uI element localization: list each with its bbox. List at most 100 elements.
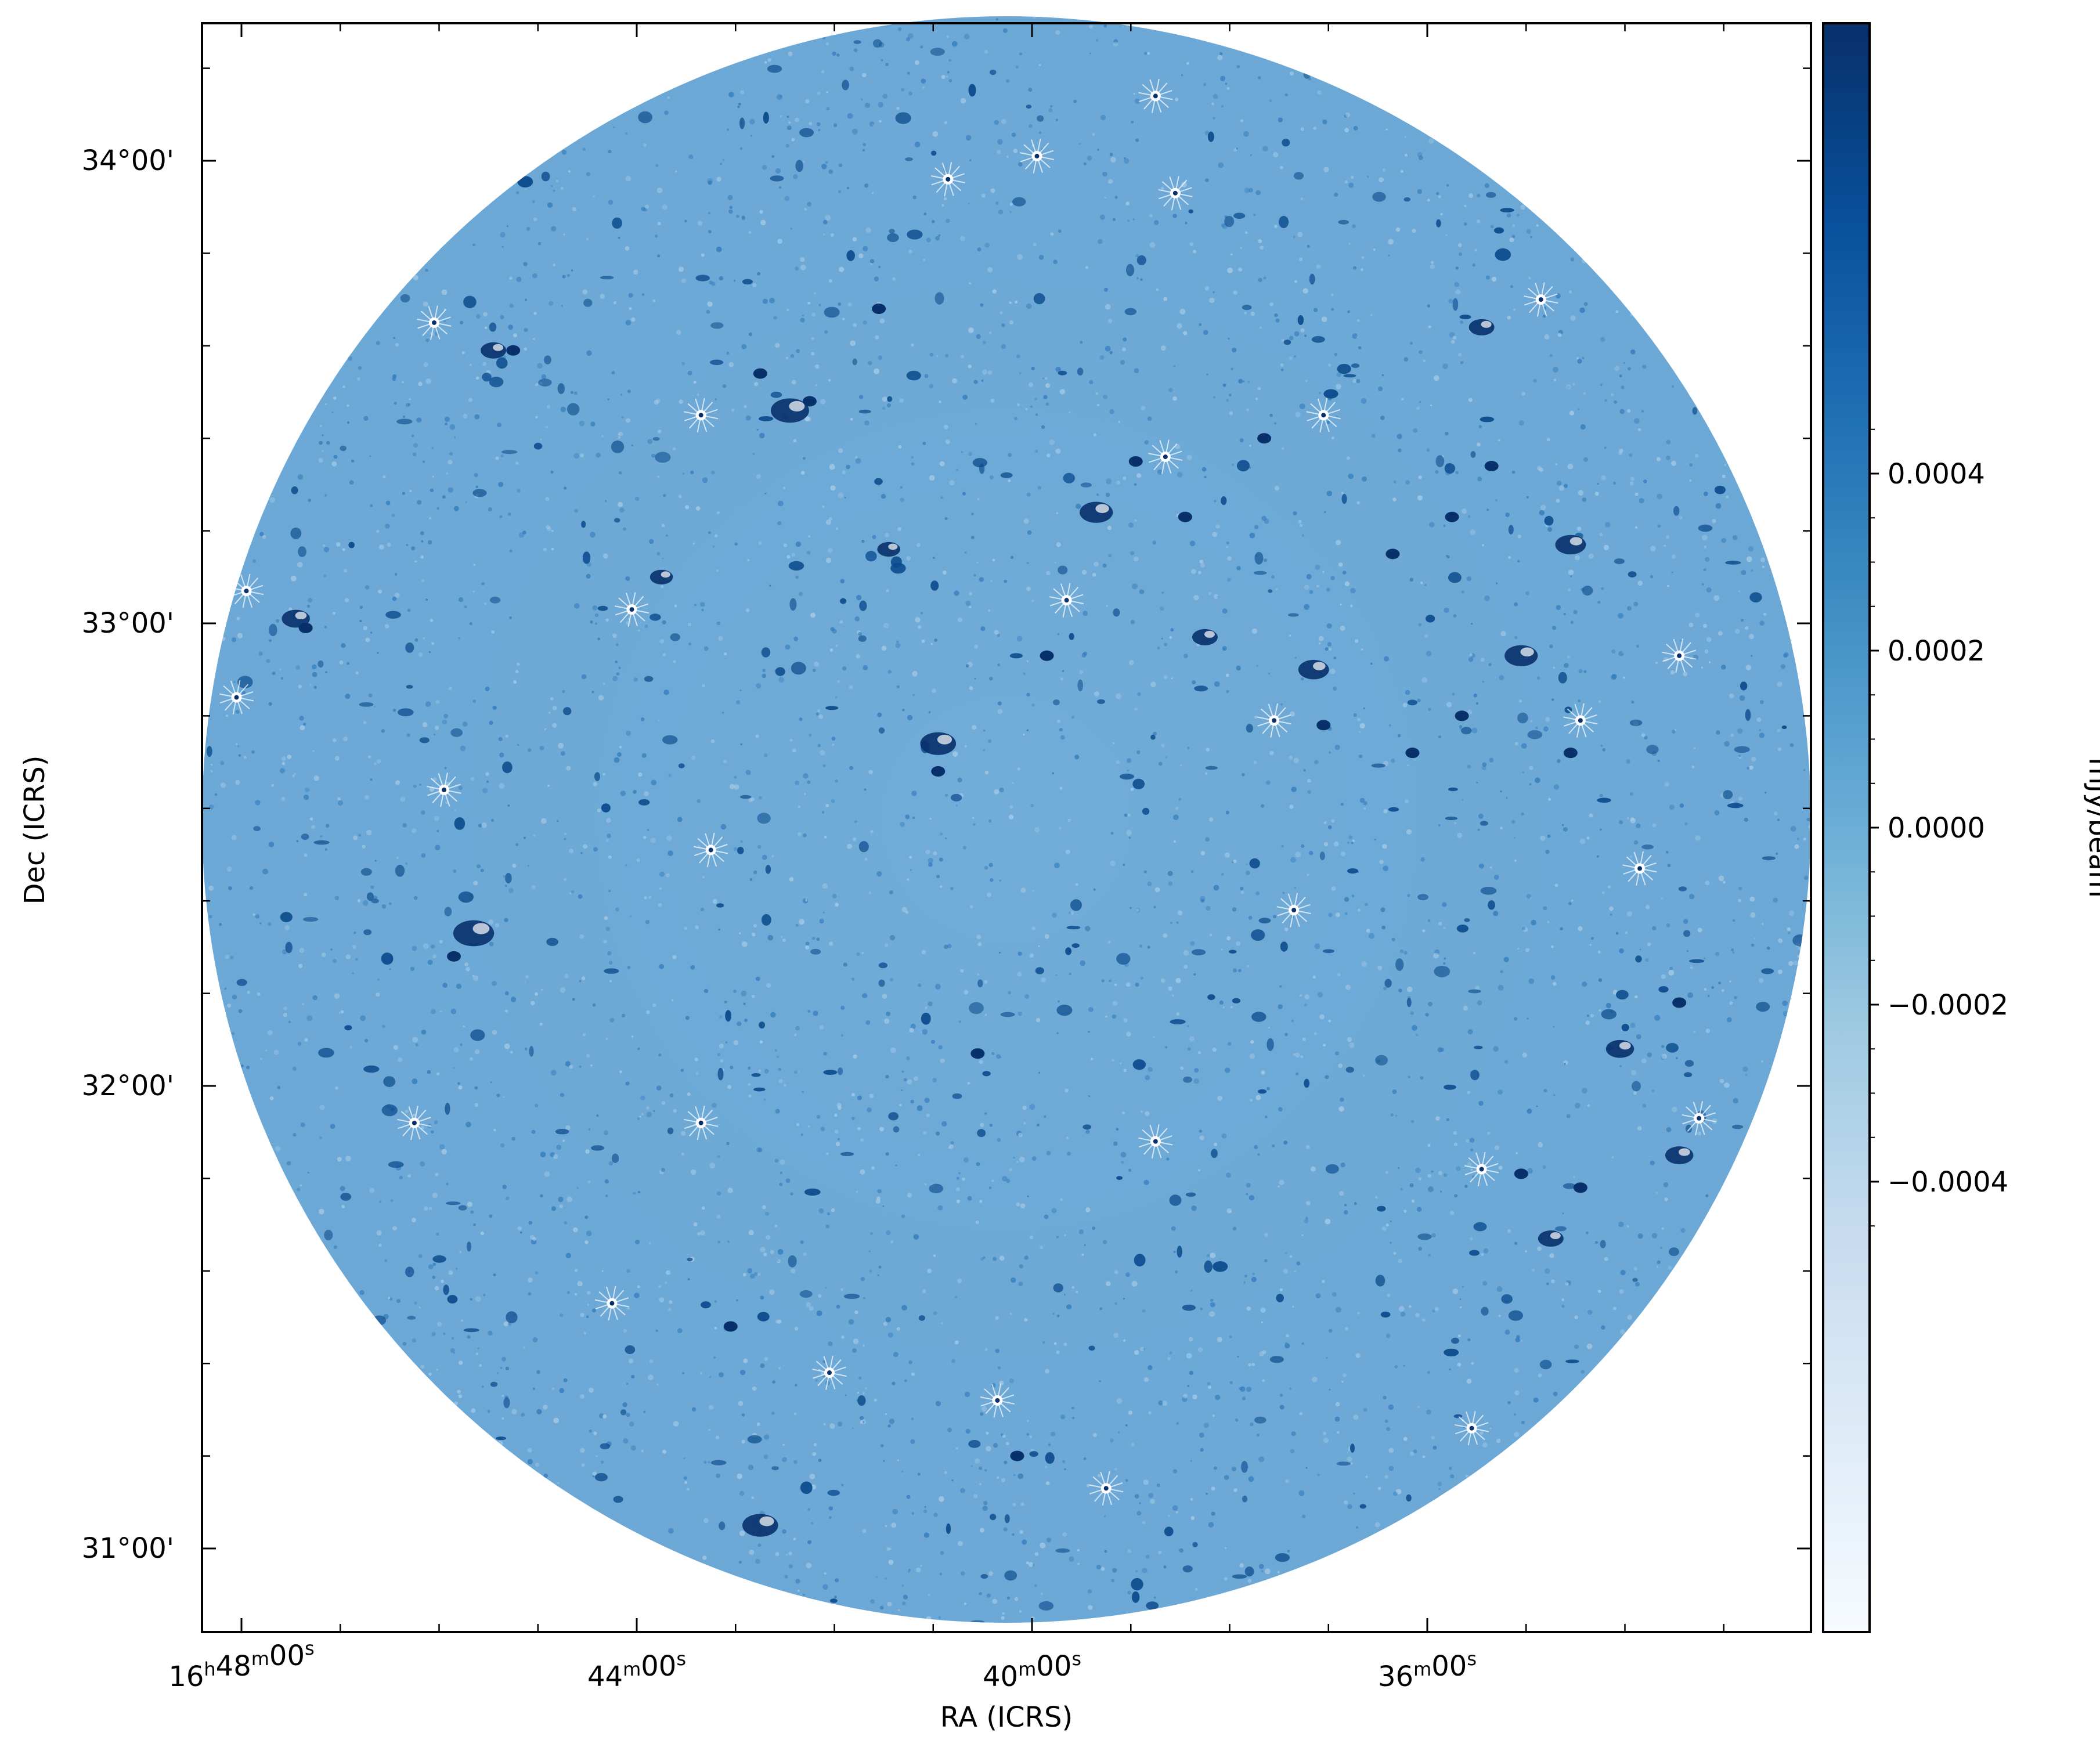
noise-speck	[1077, 1562, 1080, 1565]
faint-source	[1508, 525, 1514, 535]
noise-speck	[580, 852, 583, 854]
noise-speck	[774, 1225, 778, 1228]
noise-speck	[969, 606, 972, 609]
noise-speck	[1260, 326, 1262, 329]
noise-speck	[661, 585, 664, 589]
noise-speck	[928, 862, 933, 867]
noise-speck	[277, 1086, 281, 1089]
noise-speck	[571, 269, 573, 272]
noise-speck	[370, 778, 373, 781]
noise-speck	[1127, 770, 1130, 772]
noise-speck	[1342, 571, 1347, 575]
noise-speck	[1303, 769, 1306, 772]
noise-speck	[1704, 988, 1707, 991]
noise-speck	[1132, 218, 1135, 221]
noise-speck	[1225, 673, 1229, 677]
noise-speck	[583, 844, 587, 849]
noise-speck	[257, 992, 261, 996]
noise-speck	[803, 773, 809, 779]
noise-speck	[1026, 1433, 1029, 1436]
noise-speck	[620, 394, 623, 396]
faint-source	[800, 1481, 813, 1495]
faint-source	[980, 1574, 988, 1579]
noise-speck	[1243, 131, 1249, 137]
noise-speck	[1107, 179, 1113, 184]
noise-speck	[903, 1078, 907, 1082]
noise-speck	[1235, 1418, 1239, 1422]
noise-speck	[795, 1579, 800, 1584]
noise-speck	[1467, 710, 1473, 715]
noise-speck	[864, 102, 871, 108]
noise-speck	[798, 1070, 800, 1073]
noise-speck	[830, 233, 834, 237]
noise-speck	[304, 853, 308, 857]
noise-speck	[1576, 526, 1582, 531]
noise-speck	[838, 302, 842, 306]
noise-speck	[964, 1391, 970, 1398]
noise-speck	[1601, 891, 1605, 894]
noise-speck	[1125, 1479, 1128, 1482]
noise-speck	[1636, 823, 1641, 828]
noise-speck	[1126, 1031, 1131, 1037]
noise-speck	[235, 779, 240, 785]
noise-speck	[1099, 355, 1105, 360]
noise-speck	[1430, 404, 1433, 406]
faint-source	[1254, 1416, 1267, 1424]
noise-speck	[849, 66, 854, 71]
noise-speck	[1381, 1226, 1387, 1232]
noise-speck	[1009, 805, 1013, 809]
noise-speck	[1213, 1466, 1217, 1470]
noise-speck	[319, 441, 323, 445]
noise-speck	[1669, 804, 1675, 810]
noise-speck	[619, 1070, 622, 1074]
noise-speck	[818, 1459, 822, 1463]
noise-speck	[1482, 1442, 1488, 1448]
noise-speck	[509, 276, 513, 280]
noise-speck	[469, 1057, 474, 1061]
bright-source	[1010, 1450, 1024, 1461]
noise-speck	[1400, 1312, 1406, 1317]
noise-speck	[544, 1171, 550, 1177]
noise-speck	[1127, 1590, 1131, 1595]
noise-speck	[1704, 492, 1708, 496]
noise-speck	[892, 1508, 899, 1515]
noise-speck	[748, 1230, 754, 1236]
noise-speck	[644, 204, 650, 209]
noise-speck	[1025, 407, 1028, 410]
noise-speck	[458, 1360, 463, 1365]
noise-speck	[425, 598, 428, 601]
noise-speck	[1262, 1350, 1267, 1355]
faint-source	[1544, 515, 1554, 526]
noise-speck	[838, 1106, 842, 1110]
faint-source	[1182, 1304, 1196, 1311]
noise-speck	[481, 822, 487, 828]
noise-speck	[517, 1226, 522, 1231]
faint-source	[1792, 934, 1807, 947]
noise-speck	[560, 987, 566, 993]
faint-source	[1343, 374, 1356, 378]
faint-source	[1445, 817, 1458, 821]
noise-speck	[1551, 698, 1554, 701]
noise-speck	[982, 369, 987, 375]
noise-speck	[672, 999, 674, 1002]
noise-speck	[1666, 851, 1669, 854]
extended-source	[1605, 1039, 1634, 1058]
noise-speck	[1152, 540, 1157, 545]
noise-speck	[1063, 1342, 1067, 1347]
noise-speck	[1266, 780, 1271, 785]
noise-speck	[960, 1488, 965, 1493]
noise-speck	[355, 671, 359, 674]
noise-speck	[1511, 820, 1516, 824]
noise-speck	[1553, 378, 1556, 381]
noise-speck	[425, 338, 430, 342]
noise-speck	[1393, 1251, 1397, 1255]
noise-speck	[1078, 1229, 1084, 1234]
noise-speck	[635, 1239, 640, 1244]
noise-speck	[1411, 1120, 1415, 1123]
noise-speck	[308, 499, 312, 502]
faint-source	[538, 378, 552, 387]
noise-speck	[333, 454, 338, 459]
noise-speck	[756, 429, 759, 431]
noise-speck	[1335, 1051, 1339, 1056]
noise-speck	[1150, 1499, 1155, 1504]
